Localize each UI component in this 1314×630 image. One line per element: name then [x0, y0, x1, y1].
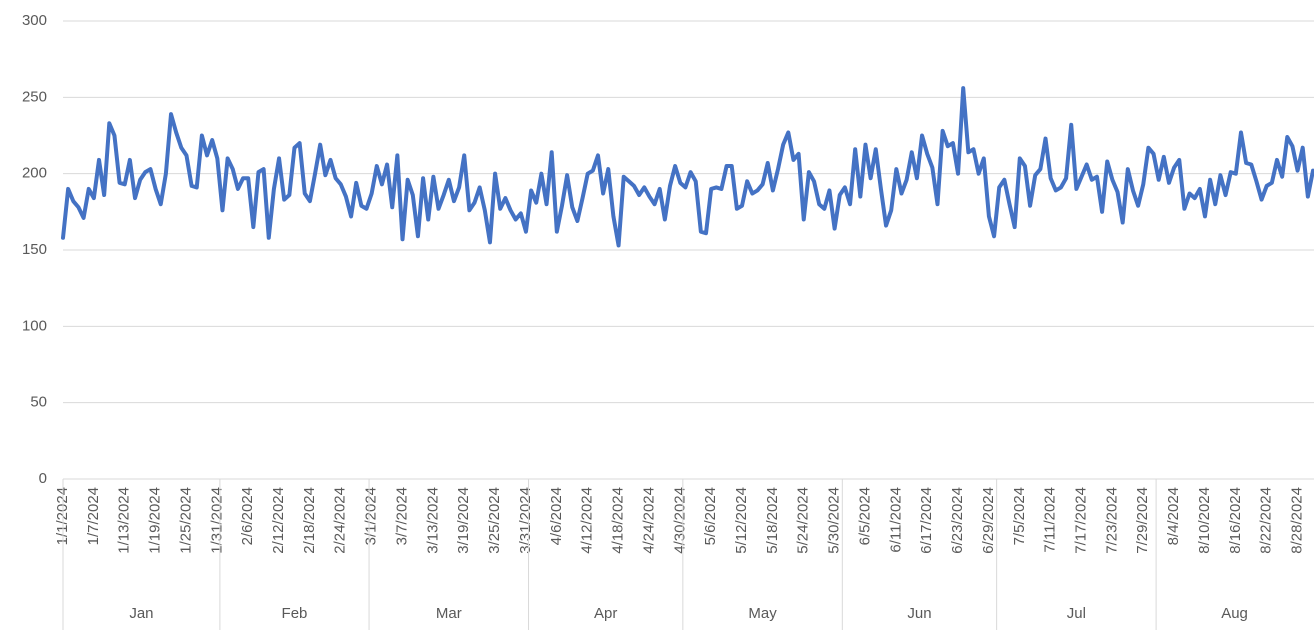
data-line — [61, 86, 1314, 248]
month-label: May — [748, 605, 777, 622]
x-tick-label: 8/28/2024 — [1289, 487, 1306, 554]
x-tick-label: 6/29/2024 — [980, 487, 997, 554]
month-label: Feb — [282, 605, 308, 622]
x-tick-label: 3/31/2024 — [517, 487, 534, 554]
x-tick-label: 5/12/2024 — [733, 487, 750, 554]
x-tick-label: 1/13/2024 — [116, 487, 133, 554]
x-tick-label: 6/17/2024 — [918, 487, 935, 554]
x-tick-label: 1/19/2024 — [147, 487, 164, 554]
x-tick-label: 4/30/2024 — [671, 487, 688, 554]
x-tick-label: 3/7/2024 — [393, 487, 410, 545]
month-label: Aug — [1221, 605, 1248, 622]
x-tick-label: 8/4/2024 — [1165, 487, 1182, 545]
y-tick-label: 0 — [39, 470, 47, 487]
month-label: Apr — [594, 605, 617, 622]
x-tick-label: 8/16/2024 — [1227, 487, 1244, 554]
x-tick-label: 1/1/2024 — [54, 487, 71, 545]
x-tick-label: 4/18/2024 — [610, 487, 627, 554]
month-label: Jun — [907, 605, 931, 622]
x-tick-label: 2/24/2024 — [332, 487, 349, 554]
y-tick-label: 150 — [22, 241, 47, 258]
x-tick-label: 5/6/2024 — [702, 487, 719, 545]
x-tick-label: 6/11/2024 — [887, 487, 904, 553]
x-tick-label: 8/22/2024 — [1258, 487, 1275, 554]
month-label: Jan — [129, 605, 153, 622]
x-tick-label: 8/10/2024 — [1196, 487, 1213, 554]
x-tick-label: 2/12/2024 — [270, 487, 287, 554]
x-tick-label: 1/31/2024 — [208, 487, 225, 554]
x-tick-label: 6/23/2024 — [949, 487, 966, 554]
x-tick-label: 1/25/2024 — [177, 487, 194, 554]
month-label: Jul — [1067, 605, 1086, 622]
y-tick-label: 250 — [22, 88, 47, 105]
x-tick-label: 7/29/2024 — [1134, 487, 1151, 554]
x-tick-label: 3/19/2024 — [455, 487, 472, 554]
y-tick-label: 200 — [22, 165, 47, 182]
x-tick-label: 7/11/2024 — [1042, 487, 1059, 553]
month-label: Mar — [436, 605, 462, 622]
x-tick-label: 7/5/2024 — [1011, 487, 1028, 545]
x-tick-label: 2/18/2024 — [301, 487, 318, 554]
x-tick-label: 5/18/2024 — [764, 487, 781, 554]
x-tick-label: 6/5/2024 — [856, 487, 873, 545]
y-tick-label: 50 — [30, 394, 47, 411]
y-tick-label: 300 — [22, 12, 47, 29]
x-tick-label: 5/30/2024 — [826, 487, 843, 554]
x-tick-label: 2/6/2024 — [239, 487, 256, 545]
x-tick-label: 4/6/2024 — [548, 487, 565, 545]
x-tick-label: 4/24/2024 — [640, 487, 657, 554]
x-tick-label: 3/13/2024 — [424, 487, 441, 554]
x-tick-label: 3/25/2024 — [486, 487, 503, 554]
y-tick-label: 100 — [22, 317, 47, 334]
x-tick-label: 7/17/2024 — [1072, 487, 1089, 554]
x-tick-label: 3/1/2024 — [363, 487, 380, 545]
x-tick-label: 5/24/2024 — [795, 487, 812, 554]
x-tick-label: 1/7/2024 — [85, 487, 102, 545]
x-tick-label: 7/23/2024 — [1103, 487, 1120, 554]
x-tick-label: 4/12/2024 — [579, 487, 596, 554]
